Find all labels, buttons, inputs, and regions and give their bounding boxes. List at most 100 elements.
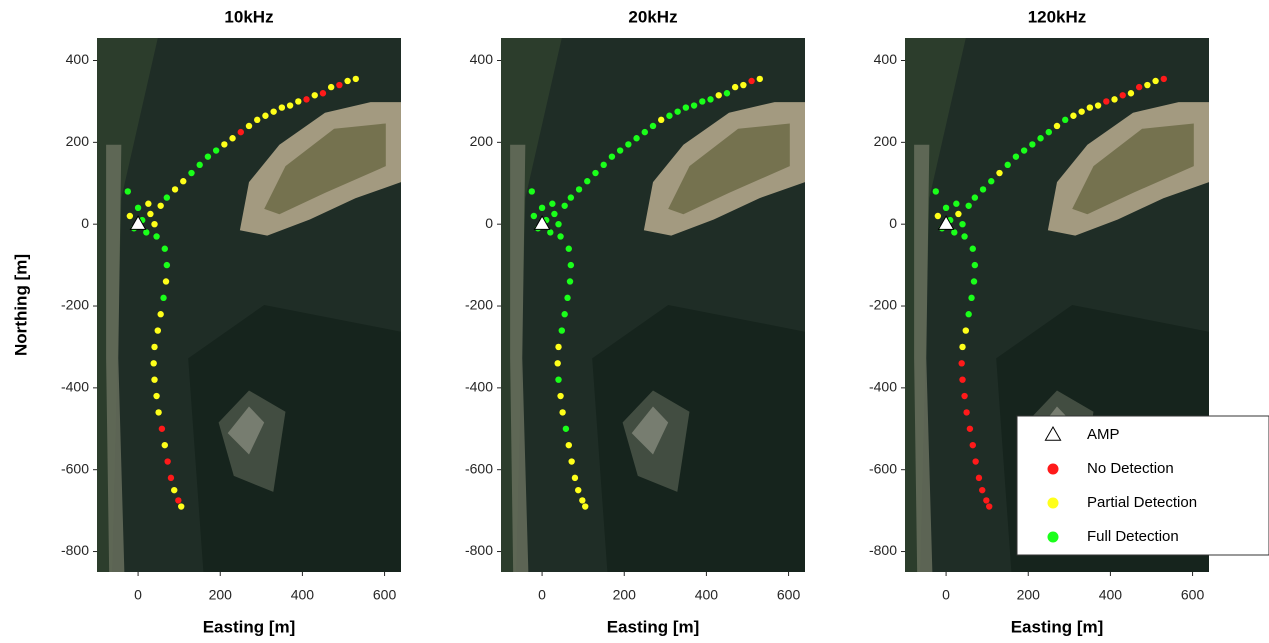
y-tick-label: -400 — [61, 379, 89, 395]
point — [312, 92, 318, 98]
point — [160, 295, 166, 301]
point — [153, 393, 159, 399]
point — [650, 123, 656, 129]
point — [563, 426, 569, 432]
point — [143, 229, 149, 235]
legend-marker — [1048, 532, 1059, 543]
point — [246, 123, 252, 129]
chart-title: 10kHz — [224, 7, 273, 26]
point — [724, 90, 730, 96]
point — [567, 278, 573, 284]
point — [559, 327, 565, 333]
y-tick-label: -400 — [465, 379, 493, 395]
point — [1152, 78, 1158, 84]
point — [1136, 84, 1142, 90]
legend-label: Full Detection — [1087, 528, 1179, 545]
point — [633, 135, 639, 141]
point — [986, 503, 992, 509]
point — [164, 194, 170, 200]
point — [353, 76, 359, 82]
point — [683, 104, 689, 110]
y-tick-label: 200 — [66, 133, 90, 149]
point — [955, 211, 961, 217]
point — [157, 311, 163, 317]
channel — [592, 305, 805, 572]
point — [1037, 135, 1043, 141]
point — [1128, 90, 1134, 96]
point — [970, 442, 976, 448]
point — [163, 278, 169, 284]
point — [642, 129, 648, 135]
x-axis-label: Easting [m] — [203, 617, 296, 636]
legend-label: AMP — [1087, 426, 1120, 443]
point — [125, 188, 131, 194]
point — [344, 78, 350, 84]
y-tick-label: 400 — [66, 51, 90, 67]
point — [958, 360, 964, 366]
point — [1070, 113, 1076, 119]
point — [150, 360, 156, 366]
y-tick-label: -200 — [465, 297, 493, 313]
point — [609, 153, 615, 159]
point — [559, 409, 565, 415]
y-tick-label: 200 — [874, 133, 898, 149]
y-tick-label: 0 — [81, 215, 89, 231]
point — [674, 108, 680, 114]
channel — [188, 305, 401, 572]
point — [270, 108, 276, 114]
point — [979, 487, 985, 493]
point — [666, 113, 672, 119]
point — [229, 135, 235, 141]
point — [531, 213, 537, 219]
point — [157, 203, 163, 209]
point — [935, 213, 941, 219]
x-tick-label: 0 — [538, 587, 546, 603]
point — [561, 311, 567, 317]
point — [1120, 92, 1126, 98]
point — [961, 393, 967, 399]
x-tick-label: 200 — [209, 587, 233, 603]
y-tick-label: -600 — [869, 460, 897, 476]
point — [557, 393, 563, 399]
point — [566, 246, 572, 252]
y-tick-label: 0 — [889, 215, 897, 231]
point — [295, 98, 301, 104]
y-tick-label: -200 — [869, 297, 897, 313]
point — [151, 344, 157, 350]
point — [162, 246, 168, 252]
point — [959, 376, 965, 382]
point — [658, 117, 664, 123]
point — [1046, 129, 1052, 135]
point — [967, 426, 973, 432]
point — [1161, 76, 1167, 82]
y-tick-label: 400 — [874, 51, 898, 67]
y-axis-label: Northing [m] — [11, 254, 30, 356]
point — [965, 311, 971, 317]
x-axis-label: Easting [m] — [1011, 617, 1104, 636]
point — [748, 78, 754, 84]
point — [555, 344, 561, 350]
y-tick-label: -800 — [61, 542, 89, 558]
legend-label: Partial Detection — [1087, 494, 1197, 511]
point — [555, 376, 561, 382]
point — [971, 278, 977, 284]
point — [963, 409, 969, 415]
point — [691, 102, 697, 108]
point — [572, 475, 578, 481]
point — [168, 475, 174, 481]
point — [1029, 141, 1035, 147]
point — [155, 409, 161, 415]
map-background — [501, 38, 805, 572]
point — [205, 153, 211, 159]
point — [539, 205, 545, 211]
point — [171, 487, 177, 493]
y-tick-label: -400 — [869, 379, 897, 395]
point — [564, 295, 570, 301]
point — [576, 186, 582, 192]
point — [976, 475, 982, 481]
point — [970, 246, 976, 252]
legend-label: No Detection — [1087, 460, 1174, 477]
y-tick-label: -200 — [61, 297, 89, 313]
point — [582, 503, 588, 509]
